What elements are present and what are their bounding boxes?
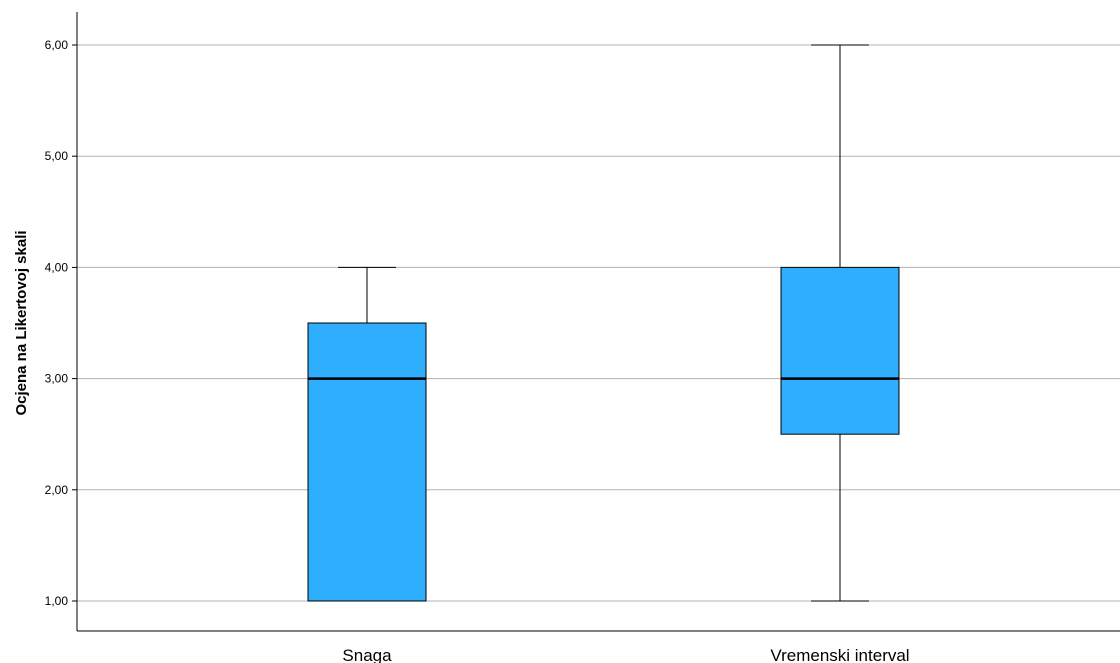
x-axis-category-labels: Snaga Vremenski interval xyxy=(342,646,909,663)
iqr-box xyxy=(307,322,427,602)
y-axis-title: Ocjena na Likertovoj skali xyxy=(13,230,30,415)
y-tick-label: 6,00 xyxy=(45,38,69,52)
y-tick-label: 3,00 xyxy=(45,372,69,386)
y-tick-label: 5,00 xyxy=(45,149,69,163)
box-group xyxy=(307,266,427,602)
y-tick-label: 4,00 xyxy=(45,260,69,274)
iqr-box xyxy=(780,266,900,435)
x-category-label: Vremenski interval xyxy=(770,646,909,663)
y-tick-label: 2,00 xyxy=(45,483,69,497)
grid-lines xyxy=(77,44,1120,602)
y-axis-ticks: 1,00 2,00 3,00 4,00 5,00 6,00 xyxy=(45,38,77,608)
boxes xyxy=(307,44,900,602)
x-category-label: Snaga xyxy=(342,646,392,663)
box-group xyxy=(780,44,900,602)
y-tick-label: 1,00 xyxy=(45,594,69,608)
